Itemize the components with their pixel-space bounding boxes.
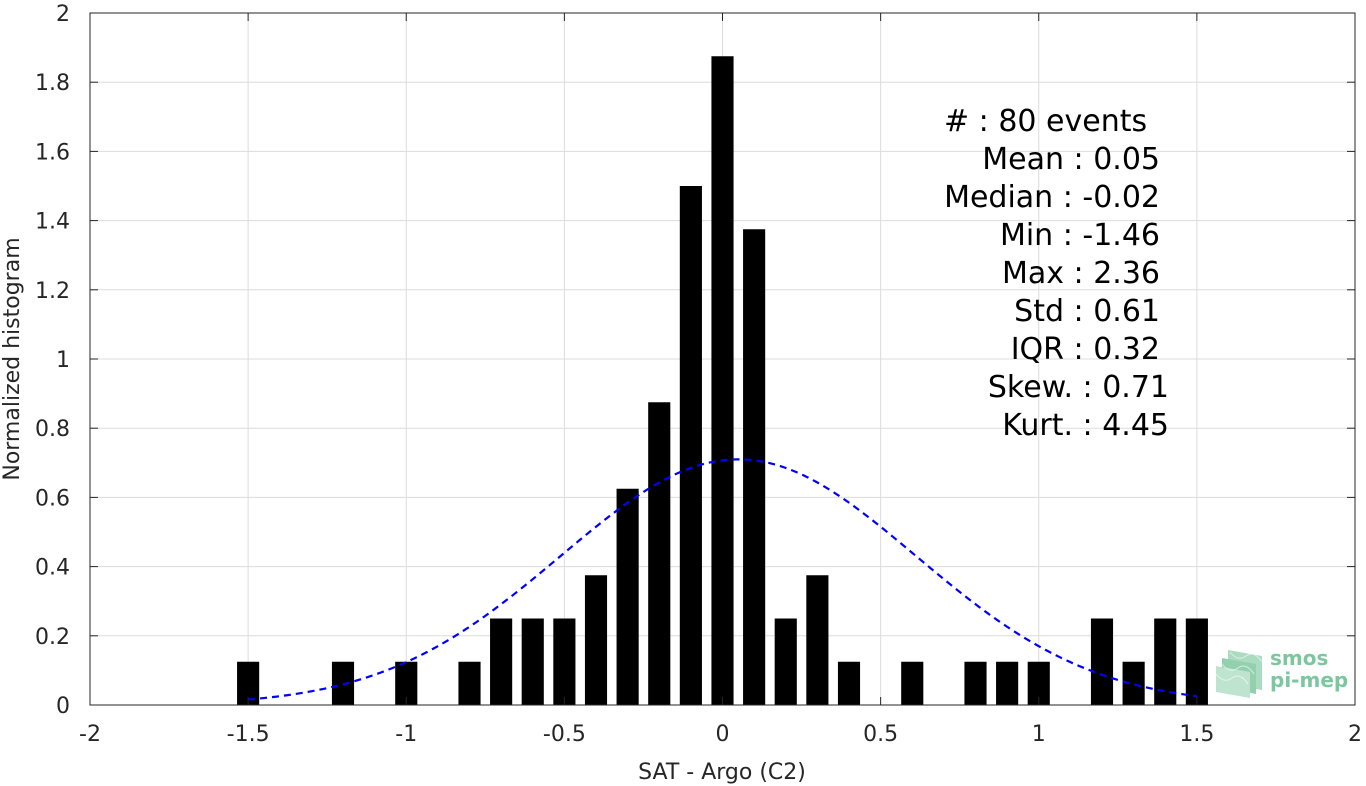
histogram-bar (458, 661, 481, 705)
histogram-bar (553, 618, 576, 705)
x-tick-label: 2 (1348, 722, 1362, 747)
y-axis-title: Normalized histogram (0, 237, 25, 480)
wave-logo-icon (1215, 650, 1263, 698)
histogram-bar (806, 575, 829, 705)
histogram-bar (1090, 618, 1114, 705)
histogram-bar (901, 661, 924, 705)
stat-iqr: IQR : 0.32 (1011, 332, 1160, 367)
histogram-bar (1122, 661, 1145, 705)
x-axis-ticks: -2 -1.5 -1 -0.5 0 0.5 1 1.5 2 (79, 13, 1362, 747)
stat-events: # : 80 events (944, 104, 1147, 139)
histogram-bar (774, 618, 797, 705)
histogram-bar (711, 56, 734, 705)
histogram-bar (996, 661, 1019, 705)
stat-max: Max : 2.36 (1002, 256, 1160, 291)
stat-median: Median : -0.02 (944, 180, 1160, 215)
stat-std: Std : 0.61 (1014, 294, 1160, 329)
histogram-bar (964, 661, 987, 705)
histogram-bar (237, 661, 260, 705)
x-tick-label: -2 (79, 722, 101, 747)
y-axis-ticks: 0 0.2 0.4 0.6 0.8 1 1.2 1.4 1.6 1.8 2 (35, 2, 1355, 719)
y-tick-label: 1.2 (35, 279, 70, 304)
y-tick-label: 0.8 (35, 417, 70, 442)
x-axis-title: SAT - Argo (C2) (638, 760, 806, 785)
histogram-bars (237, 56, 1208, 705)
histogram-bar (679, 186, 702, 705)
logo-text-pi-mep: pi-mep (1270, 668, 1348, 692)
y-tick-label: 1.8 (35, 71, 70, 96)
x-tick-label: -0.5 (543, 722, 586, 747)
histogram-bar (584, 575, 608, 705)
normal-fit-curve (248, 458, 1198, 701)
y-tick-label: 2 (56, 2, 70, 27)
y-tick-label: 0.4 (35, 556, 70, 581)
x-tick-label: -1 (395, 722, 417, 747)
histogram-bar (648, 402, 671, 705)
histogram-bar (837, 661, 861, 705)
histogram-bar (616, 488, 639, 705)
y-tick-label: 1.4 (35, 210, 70, 235)
x-tick-label: 0 (716, 722, 730, 747)
x-tick-label: 1.5 (1179, 722, 1214, 747)
logo-text-smos: smos (1270, 646, 1328, 670)
stat-skew: Skew. : 0.71 (988, 370, 1169, 405)
x-tick-label: 0.5 (863, 722, 898, 747)
stat-min: Min : -1.46 (1000, 218, 1160, 253)
histogram-bar (743, 229, 766, 705)
x-tick-label: 1 (1032, 722, 1046, 747)
y-tick-label: 1.6 (35, 140, 70, 165)
y-tick-label: 0.6 (35, 486, 70, 511)
stats-box: # : 80 events Mean : 0.05 Median : -0.02… (944, 104, 1169, 443)
histogram-bar (395, 661, 418, 705)
histogram-bar (1154, 618, 1177, 705)
stat-mean: Mean : 0.05 (982, 142, 1160, 177)
histogram-bar (521, 618, 544, 705)
y-tick-label: 0.2 (35, 625, 70, 650)
stat-kurt: Kurt. : 4.45 (1002, 408, 1169, 443)
smos-pi-mep-logo: smos pi-mep (1215, 646, 1348, 698)
histogram-bar (490, 618, 513, 705)
y-tick-label: 0 (56, 694, 70, 719)
y-tick-label: 1 (56, 348, 70, 373)
histogram-bar (1185, 618, 1208, 705)
x-tick-label: -1.5 (227, 722, 270, 747)
histogram-bar (1027, 661, 1050, 705)
